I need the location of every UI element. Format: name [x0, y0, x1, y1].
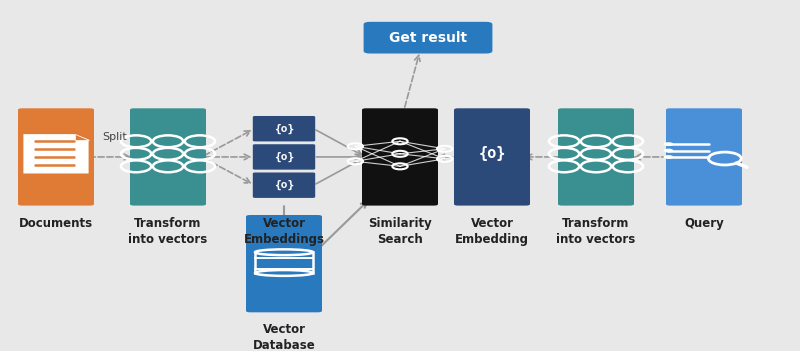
- FancyBboxPatch shape: [454, 108, 530, 206]
- FancyBboxPatch shape: [363, 22, 492, 53]
- Text: {o}: {o}: [274, 152, 294, 162]
- Text: Transform
into vectors: Transform into vectors: [128, 217, 208, 246]
- Circle shape: [663, 149, 674, 153]
- FancyBboxPatch shape: [253, 144, 315, 170]
- Polygon shape: [74, 134, 89, 140]
- Text: Vector
Embeddings: Vector Embeddings: [243, 217, 325, 246]
- FancyBboxPatch shape: [362, 108, 438, 206]
- FancyBboxPatch shape: [253, 116, 315, 141]
- Text: Split: Split: [102, 132, 126, 141]
- Text: {o}: {o}: [274, 124, 294, 134]
- FancyBboxPatch shape: [130, 108, 206, 206]
- Text: Query: Query: [684, 217, 724, 230]
- Text: Similarity
Search: Similarity Search: [368, 217, 432, 246]
- Text: {o}: {o}: [274, 180, 294, 190]
- FancyBboxPatch shape: [18, 108, 94, 206]
- Text: Transform
into vectors: Transform into vectors: [556, 217, 636, 246]
- Text: Vector
Embedding: Vector Embedding: [455, 217, 529, 246]
- Circle shape: [663, 142, 674, 146]
- Text: Get result: Get result: [389, 31, 467, 45]
- Text: Vector
Database: Vector Database: [253, 323, 315, 351]
- FancyBboxPatch shape: [666, 108, 742, 206]
- FancyBboxPatch shape: [246, 215, 322, 312]
- Text: Documents: Documents: [19, 217, 93, 230]
- Polygon shape: [23, 134, 89, 173]
- FancyBboxPatch shape: [558, 108, 634, 206]
- Circle shape: [663, 155, 674, 159]
- FancyBboxPatch shape: [253, 172, 315, 198]
- Text: {o}: {o}: [478, 146, 506, 161]
